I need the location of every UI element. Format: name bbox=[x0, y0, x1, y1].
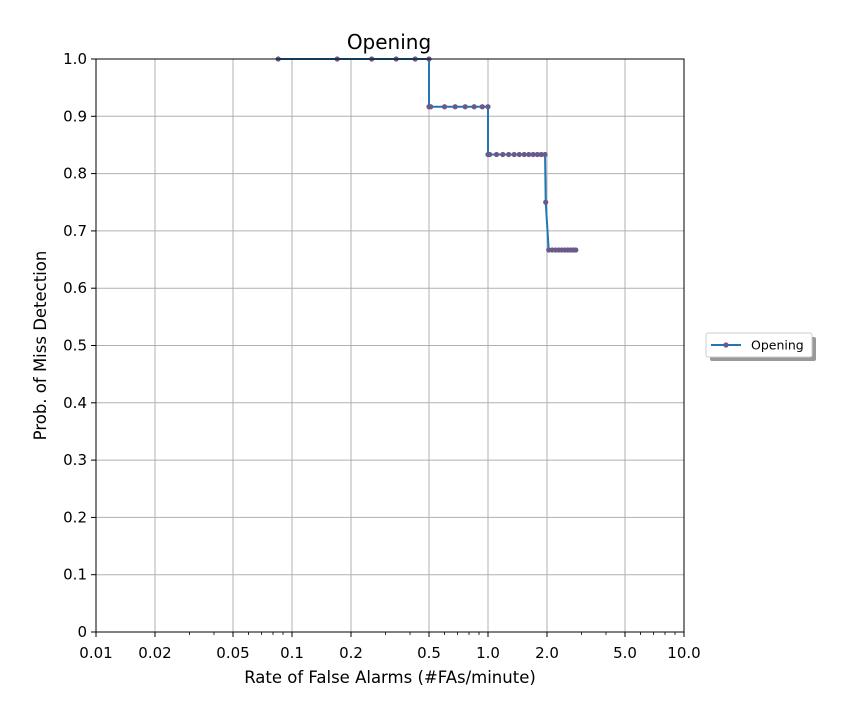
legend: Opening bbox=[705, 332, 816, 361]
data-point bbox=[516, 151, 522, 158]
series-layer bbox=[275, 56, 579, 253]
y-tick-label: 0.2 bbox=[63, 508, 87, 526]
x-tick-label: 1.0 bbox=[476, 644, 500, 662]
legend-label: Opening bbox=[751, 338, 804, 353]
y-tick-label: 0.1 bbox=[63, 566, 87, 584]
y-axis: 0 0.1 0.2 0.3 0.4 0.5 0.6 0.7 0.8 0.9 1.0 bbox=[63, 50, 96, 641]
y-tick-label: 0.3 bbox=[63, 451, 87, 469]
y-axis-label: Prob. of Miss Detection bbox=[31, 251, 50, 441]
y-tick-label: 0.5 bbox=[63, 337, 87, 355]
y-tick-label: 0 bbox=[77, 623, 87, 641]
data-point bbox=[479, 104, 485, 110]
data-point bbox=[487, 151, 493, 158]
chart-title: Opening bbox=[347, 30, 431, 54]
data-point bbox=[511, 151, 517, 158]
x-tick-label: 10.0 bbox=[667, 644, 700, 662]
data-point bbox=[506, 151, 512, 158]
data-point bbox=[542, 151, 548, 158]
y-tick-label: 0.6 bbox=[63, 279, 87, 297]
x-tick-label: 0.5 bbox=[417, 644, 441, 662]
data-point bbox=[493, 151, 500, 158]
y-tick-label: 1.0 bbox=[63, 50, 87, 68]
x-tick-label: 0.01 bbox=[79, 644, 112, 662]
data-point bbox=[530, 151, 536, 158]
data-point bbox=[543, 199, 549, 205]
data-point bbox=[428, 104, 434, 110]
x-tick-label: 0.05 bbox=[216, 644, 249, 662]
data-point bbox=[441, 104, 448, 110]
data-point bbox=[462, 104, 468, 110]
x-axis: 0.01 0.02 0.05 0.1 0.2 0.5 1.0 2.0 5.0 10.0 bbox=[79, 632, 701, 662]
data-point bbox=[534, 151, 540, 158]
legend-marker-swatch bbox=[723, 342, 729, 348]
data-point bbox=[538, 151, 544, 158]
data-point bbox=[573, 247, 579, 253]
x-axis-label: Rate of False Alarms (#FAs/minute) bbox=[244, 668, 536, 687]
x-tick-label: 2.0 bbox=[535, 644, 559, 662]
x-tick-label: 5.0 bbox=[613, 644, 637, 662]
y-tick-label: 0.8 bbox=[63, 165, 87, 183]
legend-box bbox=[705, 332, 813, 358]
y-tick-label: 0.9 bbox=[63, 107, 87, 125]
y-tick-label: 0.7 bbox=[63, 222, 87, 240]
data-point bbox=[526, 151, 532, 158]
x-tick-label: 0.1 bbox=[280, 644, 304, 662]
data-point bbox=[471, 104, 477, 110]
data-point bbox=[485, 104, 491, 110]
data-point bbox=[521, 151, 527, 158]
data-point bbox=[500, 151, 506, 158]
x-tick-label: 0.02 bbox=[138, 644, 171, 662]
x-tick-label: 0.2 bbox=[339, 644, 363, 662]
data-point bbox=[452, 104, 458, 110]
y-tick-label: 0.4 bbox=[63, 394, 87, 412]
